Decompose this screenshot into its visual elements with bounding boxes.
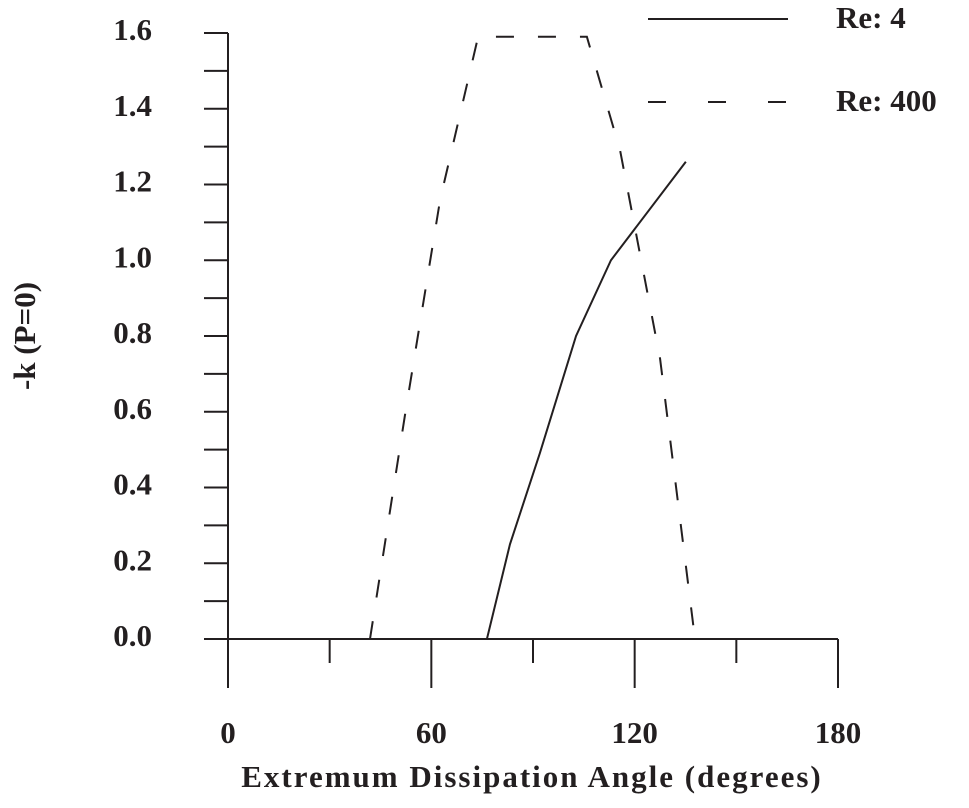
x-tick-label: 120 bbox=[611, 715, 658, 750]
legend-label: Re: 400 bbox=[836, 83, 937, 118]
y-tick-label: 0.6 bbox=[113, 391, 152, 426]
x-tick-label: 0 bbox=[220, 715, 236, 750]
y-tick-label: 1.6 bbox=[113, 12, 152, 47]
series-line bbox=[369, 35, 696, 640]
series-line bbox=[485, 161, 687, 640]
y-tick-label: 1.0 bbox=[113, 239, 152, 274]
legend-label: Re: 4 bbox=[836, 0, 906, 35]
y-tick-label: 0.8 bbox=[113, 315, 152, 350]
x-axis-label: Extremum Dissipation Angle (degrees) bbox=[241, 759, 822, 794]
y-axis-label: -k (P=0) bbox=[7, 282, 42, 390]
y-tick-label: 0.2 bbox=[113, 542, 152, 577]
y-tick-label: 0.0 bbox=[113, 618, 152, 653]
y-tick-label: 1.2 bbox=[113, 164, 152, 199]
x-tick-label: 180 bbox=[815, 715, 862, 750]
y-tick-label: 0.4 bbox=[113, 467, 152, 502]
y-tick-label: 1.4 bbox=[113, 88, 152, 123]
x-tick-label: 60 bbox=[416, 715, 447, 750]
